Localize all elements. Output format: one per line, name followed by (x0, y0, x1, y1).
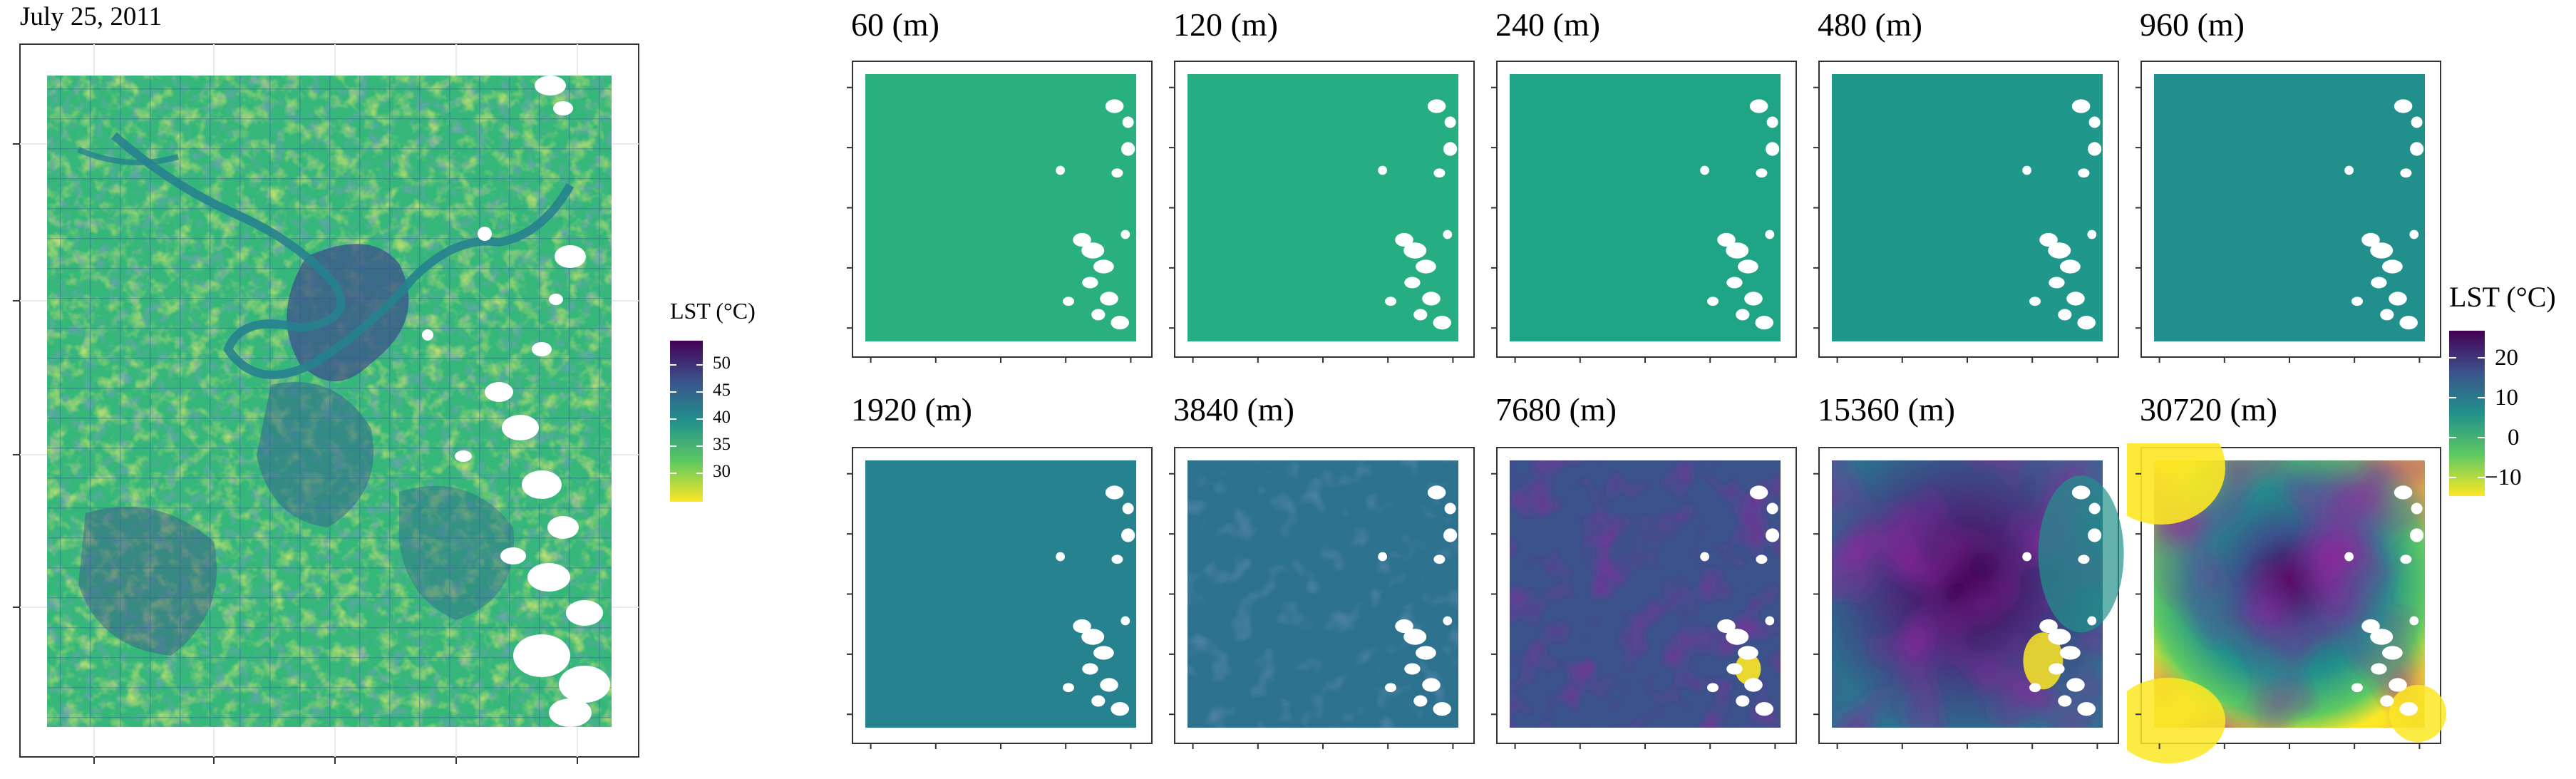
panel-title: 1920 (m) (851, 391, 972, 428)
panel-legend-title: LST (°C) (2449, 281, 2556, 313)
main-map-raster (47, 76, 612, 727)
panel-title: 7680 (m) (1495, 391, 1617, 428)
main-legend-tick: 35 (713, 435, 731, 454)
scale-panel-6 (847, 447, 1153, 749)
scale-panel-2 (1169, 61, 1475, 363)
panel-legend-tick: −10 (2485, 465, 2522, 490)
main-legend-tick: 30 (713, 462, 731, 481)
main-legend-tick: 45 (713, 381, 731, 400)
panel-title: 3840 (m) (1173, 391, 1294, 428)
panel-title: 120 (m) (1173, 6, 1278, 43)
figure-date-title: July 25, 2011 (20, 2, 163, 31)
panel-title: 480 (m) (1818, 6, 1922, 43)
scale-panel-9 (1813, 447, 2124, 749)
panel-legend-tick: 10 (2495, 385, 2518, 411)
panel-title: 15360 (m) (1818, 391, 1955, 428)
panel-title: 960 (m) (2140, 6, 2245, 43)
panel-title: 60 (m) (851, 6, 939, 43)
scale-panel-3 (1491, 61, 1797, 363)
main-legend-title: LST (°C) (670, 298, 756, 324)
scale-panel-1 (847, 61, 1153, 363)
scale-panel-4 (1813, 61, 2119, 363)
scale-panel-5 (2135, 61, 2441, 363)
main-legend-tick: 40 (713, 408, 731, 427)
panel-title: 240 (m) (1495, 6, 1600, 43)
main-lst-map (13, 43, 639, 764)
main-legend-tick: 50 (713, 354, 731, 373)
panel-legend-tick: 0 (2508, 425, 2520, 450)
scale-panel-7 (1169, 447, 1475, 749)
main-legend-colorbar (670, 341, 703, 502)
panel-title: 30720 (m) (2140, 391, 2277, 428)
scale-panel-10 (2127, 443, 2446, 763)
panel-legend-tick: 20 (2495, 345, 2518, 371)
scale-panel-8 (1491, 447, 1797, 749)
panel-legend-colorbar (2449, 331, 2485, 496)
